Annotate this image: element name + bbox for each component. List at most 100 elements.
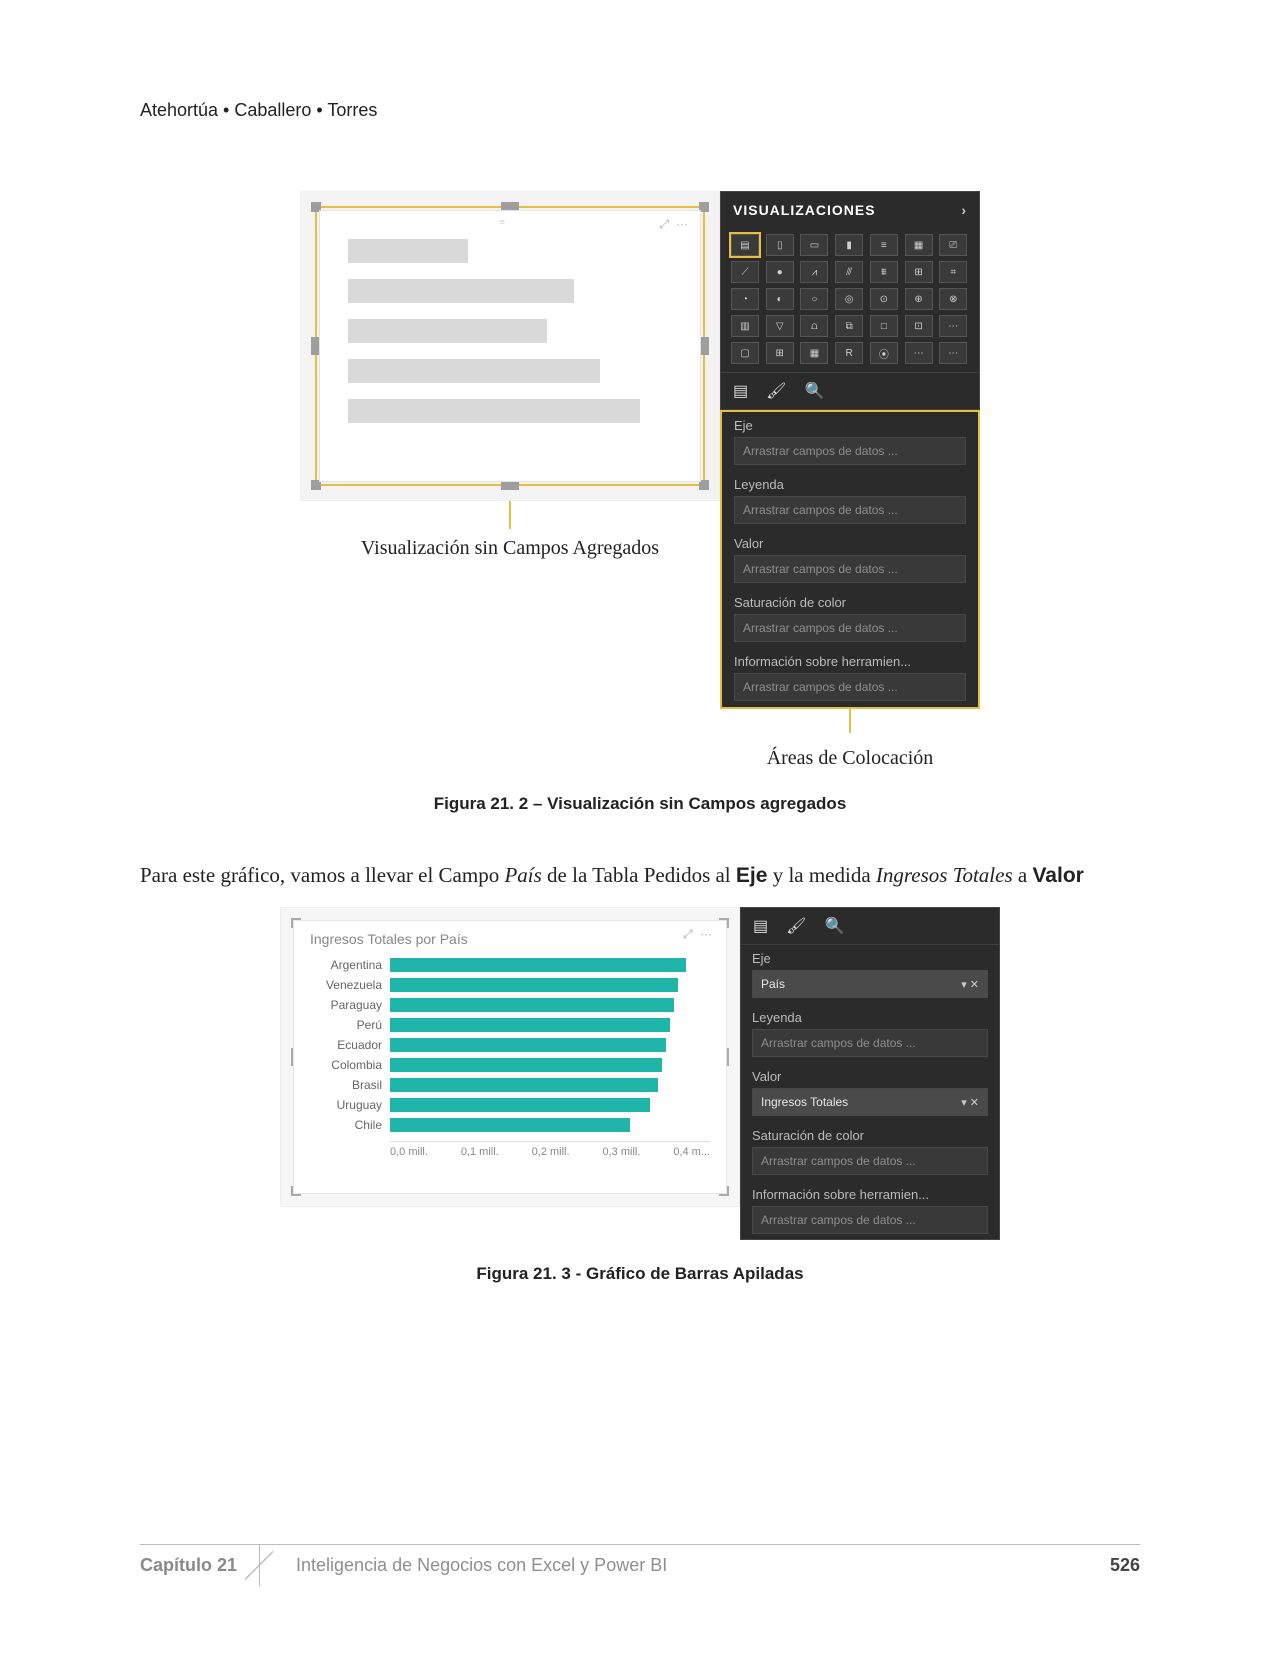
visualizations-panel-2: ▤ 🖌 🔍 EjePaís▾ ✕LeyendaArrastrar campos …: [740, 907, 1000, 1240]
chart-bar: [390, 978, 678, 992]
placeholder-bar: [348, 359, 600, 383]
field-remove-icon[interactable]: ▾ ✕: [961, 978, 979, 991]
viz-type-icon[interactable]: ⋯: [905, 342, 933, 364]
chart-bar: [390, 1078, 658, 1092]
field-well-filled[interactable]: Ingresos Totales▾ ✕: [752, 1088, 988, 1116]
viz-type-icon[interactable]: ⎚: [939, 234, 967, 256]
chart-y-label: Chile: [310, 1115, 390, 1135]
chart-x-axis: 0,0 mill. 0,1 mill. 0,2 mill. 0,3 mill. 0,4 …: [390, 1141, 710, 1158]
footer-title: Inteligencia de Negocios con Excel y Pow…: [260, 1555, 1110, 1576]
viz-type-icon[interactable]: ▥: [731, 315, 759, 337]
viz-type-icon[interactable]: ⊞: [905, 261, 933, 283]
bar-chart-visual: ⤢ ⋯ Ingresos Totales por País ArgentinaV…: [280, 907, 740, 1207]
viz-type-icon[interactable]: ⌗: [939, 261, 967, 283]
fields-tab-icon[interactable]: ▤: [733, 381, 748, 401]
fig1-right-label: Áreas de Colocación: [767, 747, 934, 770]
footer-page-number: 526: [1110, 1555, 1140, 1576]
viz-type-icon[interactable]: ≡: [870, 234, 898, 256]
author-header: Atehortúa • Caballero • Torres: [140, 100, 1140, 121]
fields-tab-icon[interactable]: ▤: [753, 916, 768, 936]
field-well-empty[interactable]: Arrastrar campos de datos ...: [752, 1206, 988, 1234]
placeholder-bar: [348, 279, 574, 303]
chart-y-label: Brasil: [310, 1075, 390, 1095]
viz-type-icon[interactable]: ⋯: [939, 315, 967, 337]
chart-x-tick: 0,3 mill.: [602, 1146, 640, 1158]
format-tab-icon[interactable]: 🖌: [786, 916, 806, 936]
chart-x-tick: 0,2 mill.: [532, 1146, 570, 1158]
viz-type-icon[interactable]: ⊞: [766, 342, 794, 364]
viz-type-icon[interactable]: ▽: [766, 315, 794, 337]
field-well-empty[interactable]: Arrastrar campos de datos ...: [734, 555, 966, 583]
field-group-label: Eje: [734, 418, 966, 437]
field-well-empty[interactable]: Arrastrar campos de datos ...: [734, 673, 966, 701]
chart-title: Ingresos Totales por País: [310, 931, 710, 947]
viz-type-icon[interactable]: ⫻: [835, 261, 863, 283]
viz-type-icon[interactable]: ◐: [766, 288, 794, 310]
chart-bar: [390, 1098, 650, 1112]
figure-21-3: ⤢ ⋯ Ingresos Totales por País ArgentinaV…: [140, 907, 1140, 1240]
analytics-tab-icon[interactable]: 🔍: [824, 916, 844, 936]
viz-type-icon[interactable]: ⩩: [870, 261, 898, 283]
viz-type-icon[interactable]: ⩍: [800, 315, 828, 337]
chart-x-tick: 0,1 mill.: [461, 1146, 499, 1158]
field-well-empty[interactable]: Arrastrar campos de datos ...: [734, 437, 966, 465]
viz-type-icon[interactable]: ⊕: [905, 288, 933, 310]
grip-icon: ≡: [499, 217, 507, 228]
viz-type-icon[interactable]: ▦: [800, 342, 828, 364]
placeholder-bar: [348, 319, 547, 343]
viz-type-icon[interactable]: ○: [800, 288, 828, 310]
page-footer: Capítulo 21 Inteligencia de Negocios con…: [140, 1544, 1140, 1586]
viz-type-icon[interactable]: ⊗: [939, 288, 967, 310]
viz-type-icon[interactable]: ⊙: [870, 288, 898, 310]
field-group-label: Saturación de color: [752, 1128, 988, 1147]
field-well-empty[interactable]: Arrastrar campos de datos ...: [734, 614, 966, 642]
chart-y-label: Uruguay: [310, 1095, 390, 1115]
viz-type-icon[interactable]: ▤: [731, 234, 759, 256]
chart-y-label: Paraguay: [310, 995, 390, 1015]
field-well-empty[interactable]: Arrastrar campos de datos ...: [752, 1029, 988, 1057]
viz-type-icon[interactable]: ⦁: [766, 261, 794, 283]
viz-type-icon[interactable]: ▮: [835, 234, 863, 256]
chart-x-tick: 0,0 mill.: [390, 1146, 428, 1158]
field-well-empty[interactable]: Arrastrar campos de datos ...: [734, 496, 966, 524]
chart-bar: [390, 1058, 662, 1072]
footer-chapter: Capítulo 21: [140, 1545, 260, 1586]
field-group-label: Información sobre herramien...: [752, 1187, 988, 1206]
viz-type-icon[interactable]: ⩘: [800, 261, 828, 283]
chart-y-label: Argentina: [310, 955, 390, 975]
viz-type-icon[interactable]: ⦿: [870, 342, 898, 364]
viz-type-icon[interactable]: ▦: [905, 234, 933, 256]
chart-x-tick: 0,4 m...: [673, 1146, 710, 1158]
viz-type-icon[interactable]: ◔: [731, 288, 759, 310]
chart-header-icons: ⤢ ⋯: [683, 927, 714, 942]
focus-icon[interactable]: ⤢: [659, 217, 671, 231]
viz-type-icon[interactable]: ⊡: [905, 315, 933, 337]
viz-type-icon[interactable]: ⋯: [939, 342, 967, 364]
viz-type-icon[interactable]: ⧉: [835, 315, 863, 337]
chart-bar: [390, 1038, 666, 1052]
focus-icon[interactable]: ⤢: [683, 927, 695, 941]
visualizations-panel: VISUALIZACIONES › ▤▯▭▮≡▦⎚⟋⦁⩘⫻⩩⊞⌗◔◐○◎⊙⊕⊗▥…: [720, 191, 980, 709]
field-well-empty[interactable]: Arrastrar campos de datos ...: [752, 1147, 988, 1175]
more-icon[interactable]: ⋯: [700, 927, 714, 941]
empty-visual-card: ≡ ⤢ ⋯: [300, 191, 720, 501]
analytics-tab-icon[interactable]: 🔍: [804, 381, 824, 401]
figure-21-3-caption: Figura 21. 3 - Gráfico de Barras Apilada…: [140, 1264, 1140, 1284]
viz-type-icon[interactable]: □: [870, 315, 898, 337]
body-paragraph: Para este gráfico, vamos a llevar el Cam…: [140, 854, 1140, 897]
field-remove-icon[interactable]: ▾ ✕: [961, 1096, 979, 1109]
viz-type-icon[interactable]: ◎: [835, 288, 863, 310]
viz-type-icon[interactable]: ▯: [766, 234, 794, 256]
chevron-right-icon[interactable]: ›: [961, 202, 967, 218]
figure-21-2-caption: Figura 21. 2 – Visualización sin Campos …: [140, 794, 1140, 814]
more-icon[interactable]: ⋯: [676, 217, 690, 231]
viz-type-icon[interactable]: ▢: [731, 342, 759, 364]
field-group-label: Valor: [734, 536, 966, 555]
field-well-filled[interactable]: País▾ ✕: [752, 970, 988, 998]
viz-type-icon[interactable]: ▭: [800, 234, 828, 256]
viz-type-icon[interactable]: R: [835, 342, 863, 364]
chart-bar: [390, 958, 686, 972]
field-group-label: Saturación de color: [734, 595, 966, 614]
format-tab-icon[interactable]: 🖌: [766, 381, 786, 401]
viz-type-icon[interactable]: ⟋: [731, 261, 759, 283]
